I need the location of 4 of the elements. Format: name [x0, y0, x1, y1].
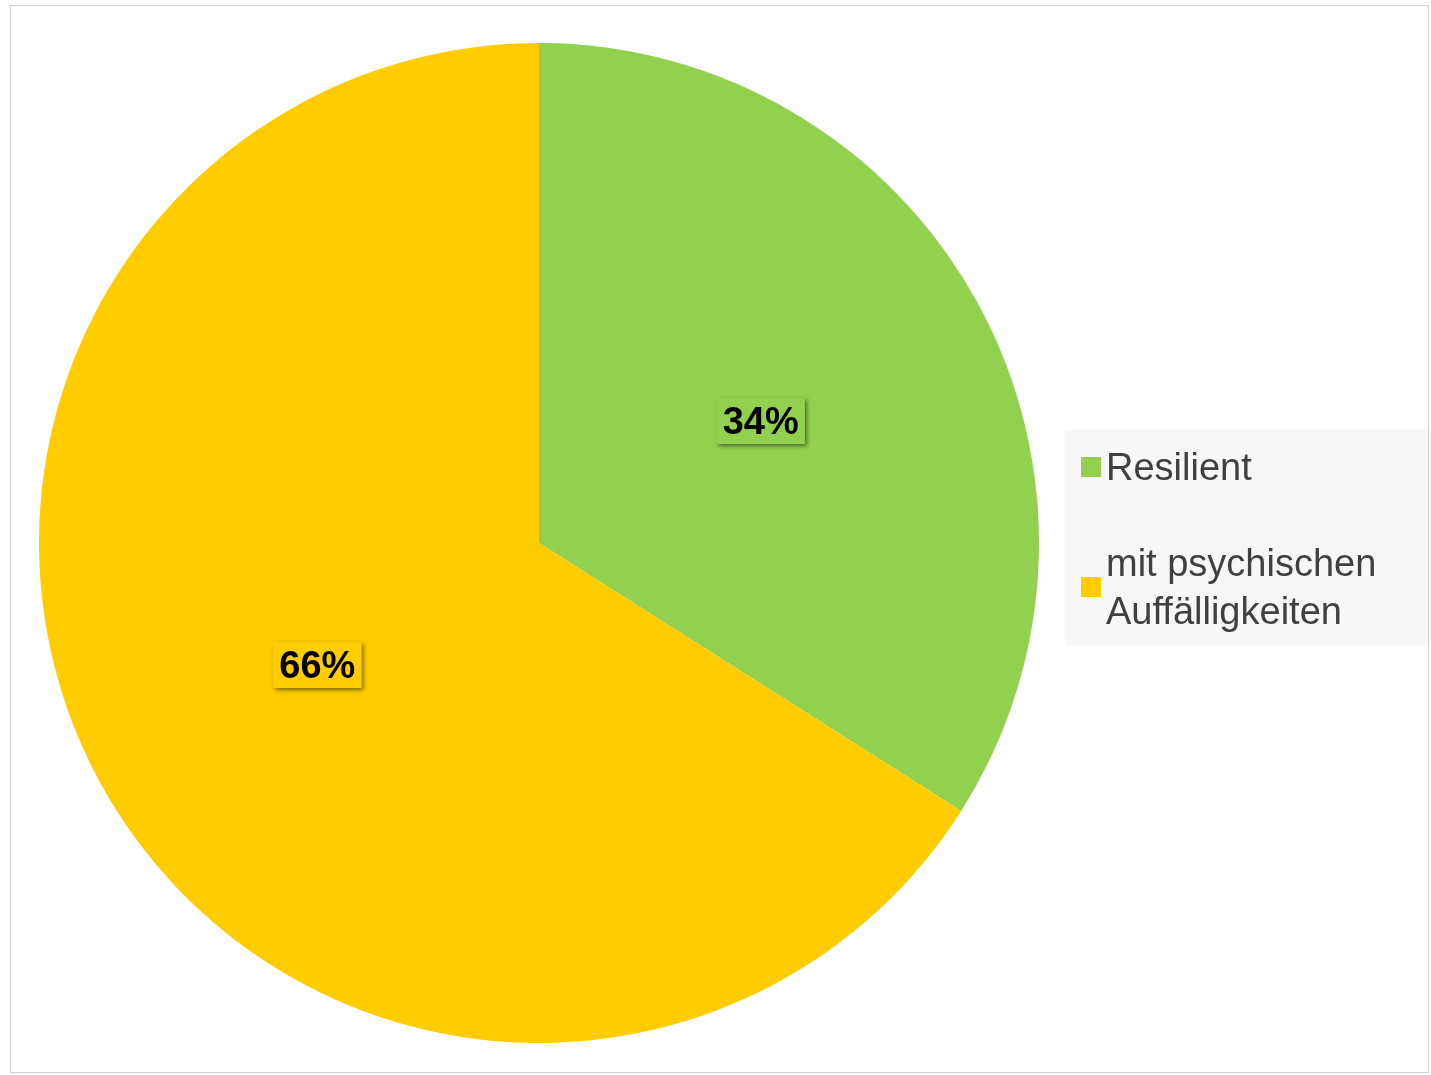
- legend-label: mit psychischen Auffälligkeiten: [1106, 542, 1387, 632]
- legend-label: Resilient: [1106, 446, 1253, 488]
- data-label: 34%: [722, 400, 799, 443]
- data-label: 66%: [279, 643, 356, 686]
